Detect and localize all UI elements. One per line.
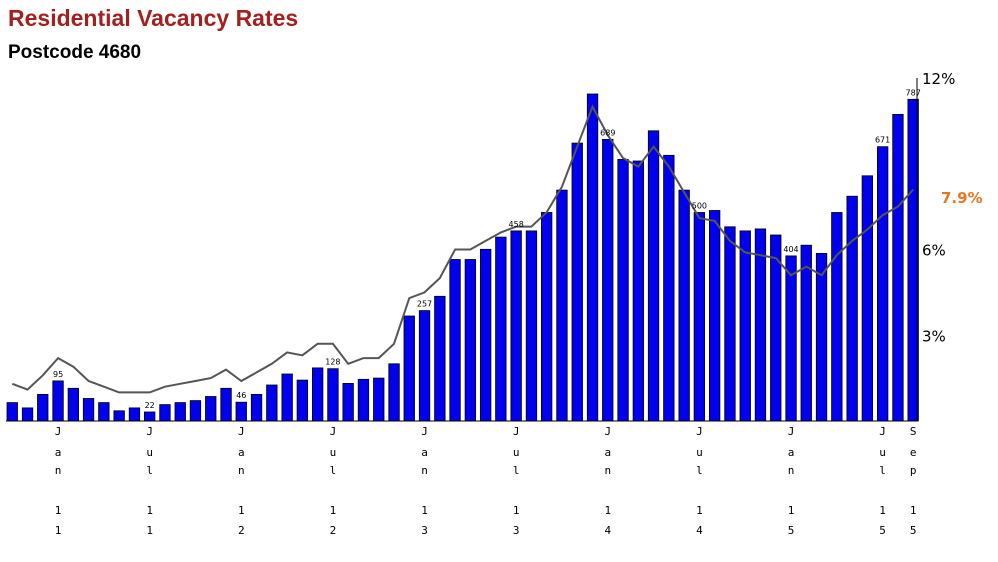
- bar: [98, 402, 110, 422]
- chart-subtitle: Postcode 4680: [8, 42, 142, 63]
- bar: [357, 378, 370, 422]
- data-label: 46: [236, 391, 246, 400]
- bar: [82, 398, 95, 422]
- bar: [296, 379, 309, 422]
- bar: [128, 407, 141, 422]
- bar: [52, 380, 64, 422]
- bars-group: [6, 93, 919, 422]
- bar: [189, 400, 202, 422]
- bar: [373, 377, 385, 422]
- bar: [67, 387, 79, 422]
- bar: [479, 248, 492, 422]
- bar: [342, 382, 354, 422]
- bar: [388, 363, 400, 422]
- current-rate-label: 7.9%: [941, 189, 983, 207]
- bar: [464, 259, 477, 422]
- data-label: 404: [783, 245, 798, 254]
- bar: [647, 130, 660, 422]
- bar: [37, 393, 49, 422]
- right-tick-label: 3%: [922, 327, 946, 345]
- data-label: 22: [145, 401, 155, 410]
- bar: [892, 114, 904, 422]
- bar: [861, 175, 873, 422]
- data-label: 458: [509, 220, 524, 229]
- bar: [785, 255, 797, 422]
- data-label: 128: [325, 358, 340, 367]
- bar: [250, 393, 263, 422]
- bar: [403, 315, 415, 422]
- data-label: 787: [906, 88, 921, 97]
- vacancy-rate-line: [11, 104, 914, 394]
- data-labels-group: 95 22 46 128 257 458 689 500 404 671 787: [53, 88, 921, 410]
- right-tick-labels-group: 3% 6% 12%: [922, 70, 955, 345]
- bar: [541, 212, 553, 422]
- bar: [174, 402, 186, 422]
- bar: [418, 310, 431, 422]
- bar: [449, 259, 461, 422]
- bar: [495, 236, 507, 422]
- bar: [327, 368, 339, 422]
- bar: [266, 384, 278, 422]
- bar: [632, 160, 644, 422]
- bar: [678, 189, 690, 422]
- bar: [586, 93, 599, 422]
- bar: [815, 252, 828, 422]
- bar: [434, 295, 446, 422]
- bar: [235, 401, 247, 422]
- data-label: 500: [692, 202, 707, 211]
- bar: [205, 396, 217, 422]
- right-tick-label: 6%: [922, 242, 946, 260]
- bar: [571, 142, 583, 422]
- bar: [739, 230, 751, 422]
- bar: [510, 230, 522, 422]
- bar: [281, 373, 293, 422]
- bar: [754, 228, 767, 422]
- bar: [877, 146, 889, 422]
- bar: [220, 387, 232, 422]
- bar: [21, 407, 34, 422]
- bar: [525, 230, 538, 422]
- data-label: 95: [53, 370, 63, 379]
- bar: [724, 226, 736, 422]
- bar: [846, 195, 858, 422]
- bar: [831, 212, 843, 422]
- bar: [663, 154, 675, 422]
- data-label: 257: [417, 300, 432, 309]
- bar: [617, 158, 629, 422]
- bar: [113, 410, 125, 422]
- bar: [311, 367, 324, 422]
- right-tick-label: 12%: [922, 70, 955, 88]
- data-label: 689: [600, 128, 615, 137]
- bar: [159, 404, 171, 422]
- bar: [693, 212, 705, 422]
- bar: [602, 138, 614, 422]
- bar: [709, 210, 721, 422]
- bar: [6, 402, 18, 422]
- bar: [556, 189, 568, 422]
- bar: [143, 411, 156, 422]
- chart-title: Residential Vacancy Rates: [8, 5, 299, 31]
- bar: [800, 244, 812, 422]
- data-label: 671: [875, 136, 890, 145]
